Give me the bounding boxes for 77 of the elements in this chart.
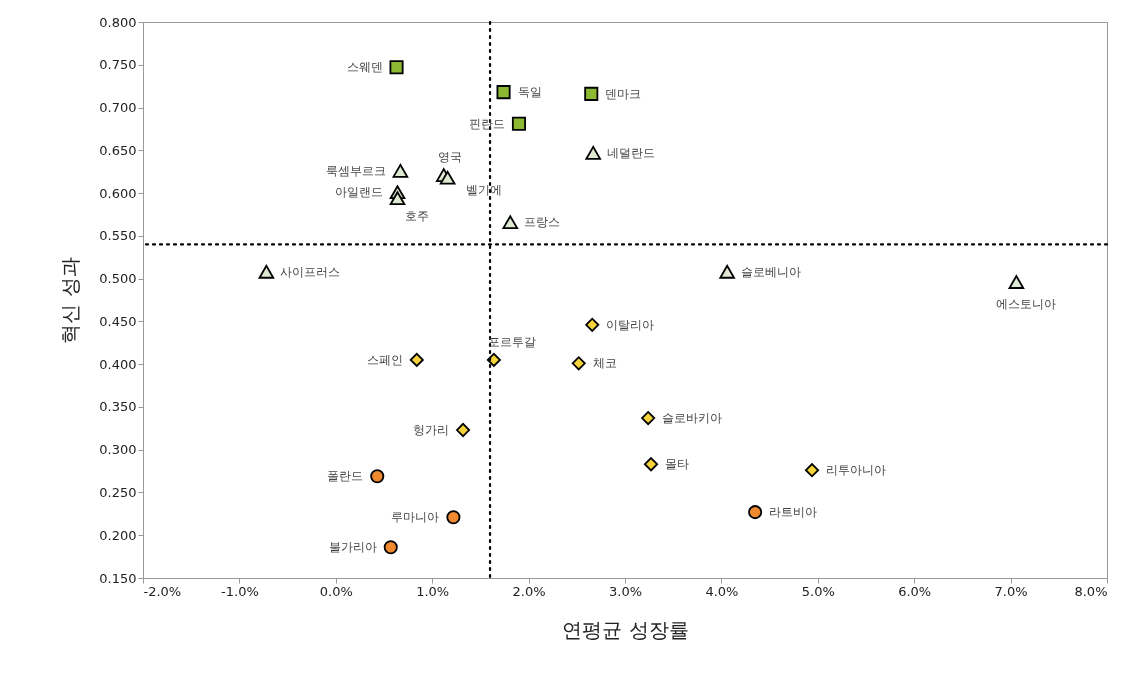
point (392, 163, 409, 178)
point (644, 457, 659, 472)
x-tick-label: 1.0% (416, 583, 450, 599)
annotation: 라트비아 (769, 505, 818, 520)
point (389, 191, 406, 206)
y-axis-title: 혁신 성과 (58, 257, 83, 344)
point (446, 510, 461, 525)
annotation: 불가리아 (328, 540, 377, 555)
point (571, 356, 586, 371)
annotation: 호주 (405, 209, 430, 224)
y-tick-label: 0.250 (99, 484, 137, 500)
annotation: 네덜란드 (607, 145, 656, 160)
x-tick-label: 3.0% (608, 583, 643, 599)
x-tick-label: 5.0% (801, 583, 835, 599)
y-tick-label: 0.700 (99, 100, 137, 116)
annotation: 핀란드 (468, 116, 505, 131)
point (1008, 275, 1025, 289)
x-tick-label: 8.0% (1074, 583, 1108, 599)
annotation: 프랑스 (524, 215, 561, 230)
annotation: 슬로바키아 (662, 411, 723, 426)
x-tick-label: 4.0% (705, 583, 739, 599)
point (585, 146, 601, 160)
annotation: 폴란드 (327, 469, 364, 484)
point (456, 422, 471, 438)
annotation: 몰타 (665, 457, 690, 472)
x-axis-title: 연평균 성장률 (562, 617, 689, 642)
point (389, 60, 404, 75)
annotation: 벨기에 (465, 182, 502, 197)
point (258, 264, 275, 279)
annotation: 에스토니아 (996, 297, 1057, 312)
y-tick-label: 0.750 (99, 57, 137, 73)
point (486, 352, 501, 367)
annotation: 덴마크 (605, 86, 642, 101)
annotation: 영국 (437, 150, 462, 165)
annotation: 아일랜드 (335, 185, 384, 200)
point (719, 264, 735, 279)
point (383, 540, 398, 555)
annotation: 이탈리아 (606, 317, 655, 332)
annotation: 스웨덴 (346, 60, 383, 75)
y-tick-label: 0.450 (99, 313, 137, 329)
x-tick-label: 2.0% (512, 583, 546, 599)
annotation: 리투아니아 (826, 463, 887, 478)
point (748, 505, 763, 520)
annotation: 체코 (592, 356, 617, 371)
annotation: 루마니아 (391, 510, 440, 525)
y-tick-label: 0.650 (99, 142, 137, 158)
annotation: 사이프러스 (280, 264, 341, 279)
annotation: 슬로베니아 (741, 264, 802, 279)
y-tick-label: 0.300 (99, 442, 137, 458)
point (409, 352, 424, 367)
annotation: 독일 (517, 85, 542, 100)
point (584, 86, 599, 101)
y-tick-label: 0.600 (99, 185, 137, 201)
annotation: 포르투갈 (487, 334, 536, 349)
x-tick-label: -1.0% (221, 583, 259, 599)
x-tick-label: 7.0% (994, 583, 1028, 599)
y-tick-label: 0.550 (99, 228, 137, 244)
point (585, 317, 600, 332)
y-tick-label: 0.150 (99, 570, 137, 586)
x-tick-label: 0.0% (319, 583, 353, 599)
y-tick-label: 0.500 (99, 271, 137, 287)
point (511, 116, 526, 131)
annotation: 스페인 (366, 352, 403, 367)
annotation: 헝가리 (413, 423, 450, 438)
y-tick-label: 0.800 (99, 14, 137, 30)
annotation: 룩셈부르크 (326, 163, 387, 178)
point (502, 215, 519, 230)
y-tick-label: 0.400 (99, 356, 137, 372)
point (439, 170, 456, 185)
y-tick-label: 0.200 (99, 527, 137, 543)
point (641, 411, 656, 426)
point (804, 463, 820, 478)
x-tick-label: -2.0% (143, 583, 182, 599)
y-tick-label: 0.350 (99, 399, 137, 415)
point (370, 469, 385, 484)
x-tick-label: 6.0% (898, 583, 932, 599)
point (496, 85, 511, 100)
